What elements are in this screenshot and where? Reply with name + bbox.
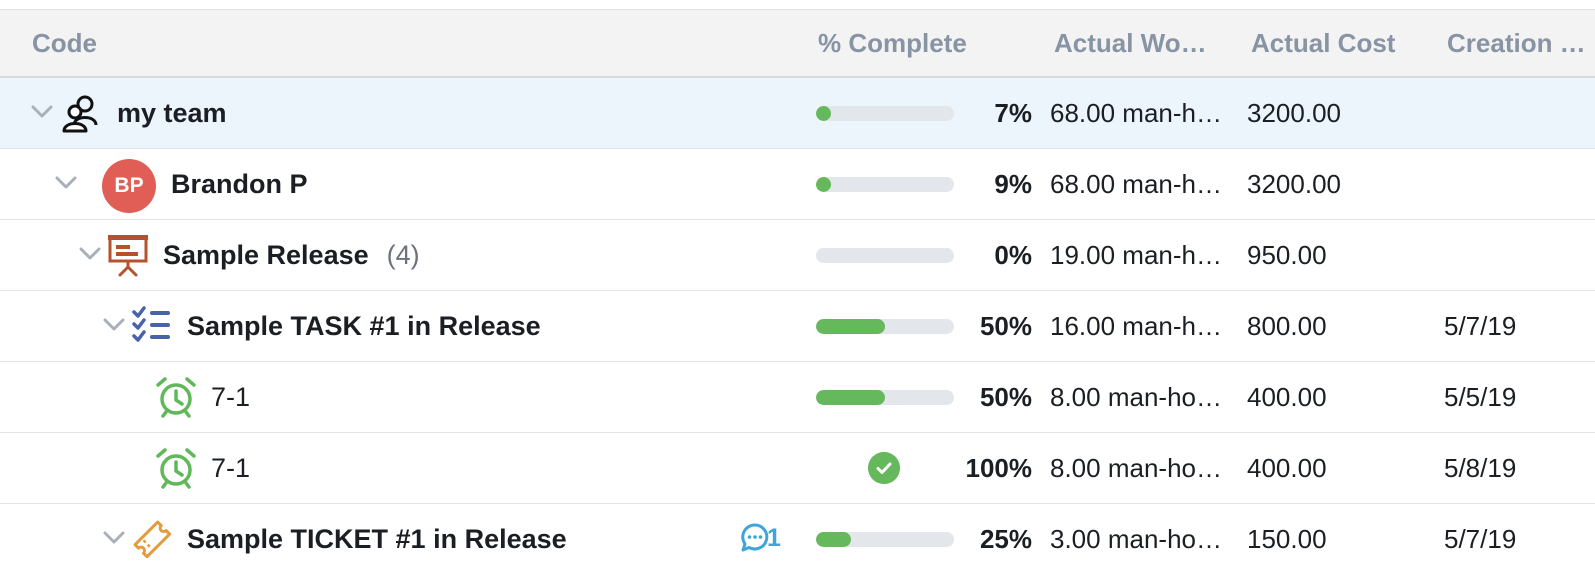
actual-work: 19.00 man-h… — [1050, 240, 1222, 270]
actual-work: 3.00 man-ho… — [1050, 524, 1222, 554]
percent-complete: 25% — [979, 524, 1032, 554]
team-icon — [62, 95, 98, 133]
task-list-icon — [132, 306, 170, 342]
chevron-down-icon[interactable] — [100, 524, 128, 552]
chevron-down-icon[interactable] — [100, 311, 128, 339]
row-name[interactable]: 7-1 — [211, 453, 251, 483]
alarm-clock-icon — [156, 377, 196, 418]
actual-cost: 3200.00 — [1247, 98, 1341, 128]
progress-bar — [816, 390, 954, 405]
progress-bar — [816, 106, 954, 121]
comment-indicator[interactable]: 1 — [740, 522, 786, 558]
release-name: Sample Release — [163, 240, 369, 270]
creation-date: 5/5/19 — [1444, 382, 1517, 412]
table-row[interactable]: 7-1 50% 8.00 man-ho… 400.00 5/5/19 — [0, 362, 1595, 433]
table-row[interactable]: 7-1 100% 8.00 man-ho… 400.00 5/8/19 — [0, 433, 1595, 504]
column-header-actual-cost[interactable]: Actual Cost — [1251, 28, 1396, 58]
column-header-actual-work[interactable]: Actual Wo… — [1054, 28, 1207, 58]
creation-date: 5/7/19 — [1444, 311, 1517, 341]
ticket-icon — [133, 520, 172, 559]
percent-complete: 50% — [979, 311, 1032, 341]
progress-fill — [816, 390, 885, 405]
release-icon — [108, 235, 148, 277]
actual-work: 8.00 man-ho… — [1050, 453, 1222, 483]
percent-complete: 9% — [994, 169, 1032, 199]
percent-complete: 100% — [965, 453, 1033, 483]
progress-fill — [816, 319, 885, 334]
row-name[interactable]: Brandon P — [171, 169, 308, 199]
comment-count: 1 — [767, 524, 781, 552]
table-row[interactable]: Sample TASK #1 in Release 50% 16.00 man-… — [0, 291, 1595, 362]
percent-complete: 7% — [994, 98, 1032, 128]
item-count: (4) — [386, 240, 420, 270]
chevron-down-icon[interactable] — [28, 98, 56, 126]
percent-complete: 50% — [979, 382, 1032, 412]
column-header-code[interactable]: Code — [32, 28, 97, 58]
table-row[interactable]: my team 7% 68.00 man-h… 3200.00 — [0, 78, 1595, 149]
percent-complete: 0% — [994, 240, 1032, 270]
actual-cost: 800.00 — [1247, 311, 1327, 341]
chevron-down-icon[interactable] — [52, 169, 80, 197]
actual-cost: 400.00 — [1247, 453, 1327, 483]
chevron-down-icon[interactable] — [76, 240, 104, 268]
actual-work: 68.00 man-h… — [1050, 98, 1222, 128]
actual-cost: 150.00 — [1247, 524, 1327, 554]
row-name[interactable]: my team — [117, 98, 227, 128]
comment-icon — [741, 523, 769, 552]
creation-date: 5/7/19 — [1444, 524, 1517, 554]
progress-bar — [816, 319, 954, 334]
progress-bar — [816, 532, 954, 547]
check-circle-icon — [868, 452, 900, 484]
actual-work: 8.00 man-ho… — [1050, 382, 1222, 412]
alarm-clock-icon — [156, 448, 196, 489]
actual-work: 16.00 man-h… — [1050, 311, 1222, 341]
progress-fill — [816, 532, 851, 547]
creation-date: 5/8/19 — [1444, 453, 1517, 483]
table-row[interactable]: BP Brandon P 9% 68.00 man-h… 3200.00 — [0, 149, 1595, 220]
progress-fill — [816, 177, 831, 192]
top-border — [0, 0, 1595, 10]
column-header-creation[interactable]: Creation … — [1447, 28, 1586, 58]
row-name[interactable]: Sample Release (4) — [163, 220, 420, 290]
progress-fill — [816, 106, 831, 121]
actual-work: 68.00 man-h… — [1050, 169, 1222, 199]
column-header-percent-complete[interactable]: % Complete — [818, 28, 967, 58]
row-name[interactable]: Sample TASK #1 in Release — [187, 311, 541, 341]
grid-header: Code % Complete Actual Wo… Actual Cost C… — [0, 10, 1595, 78]
actual-cost: 950.00 — [1247, 240, 1327, 270]
actual-cost: 3200.00 — [1247, 169, 1341, 199]
row-name[interactable]: 7-1 — [211, 382, 251, 412]
progress-bar — [816, 177, 954, 192]
table-row[interactable]: Sample TICKET #1 in Release 1 25% 3.00 m… — [0, 504, 1595, 582]
progress-bar — [816, 248, 954, 263]
avatar: BP — [102, 159, 156, 213]
table-row[interactable]: Sample Release (4) 0% 19.00 man-h… 950.00 — [0, 220, 1595, 291]
actual-cost: 400.00 — [1247, 382, 1327, 412]
row-name[interactable]: Sample TICKET #1 in Release — [187, 524, 567, 554]
